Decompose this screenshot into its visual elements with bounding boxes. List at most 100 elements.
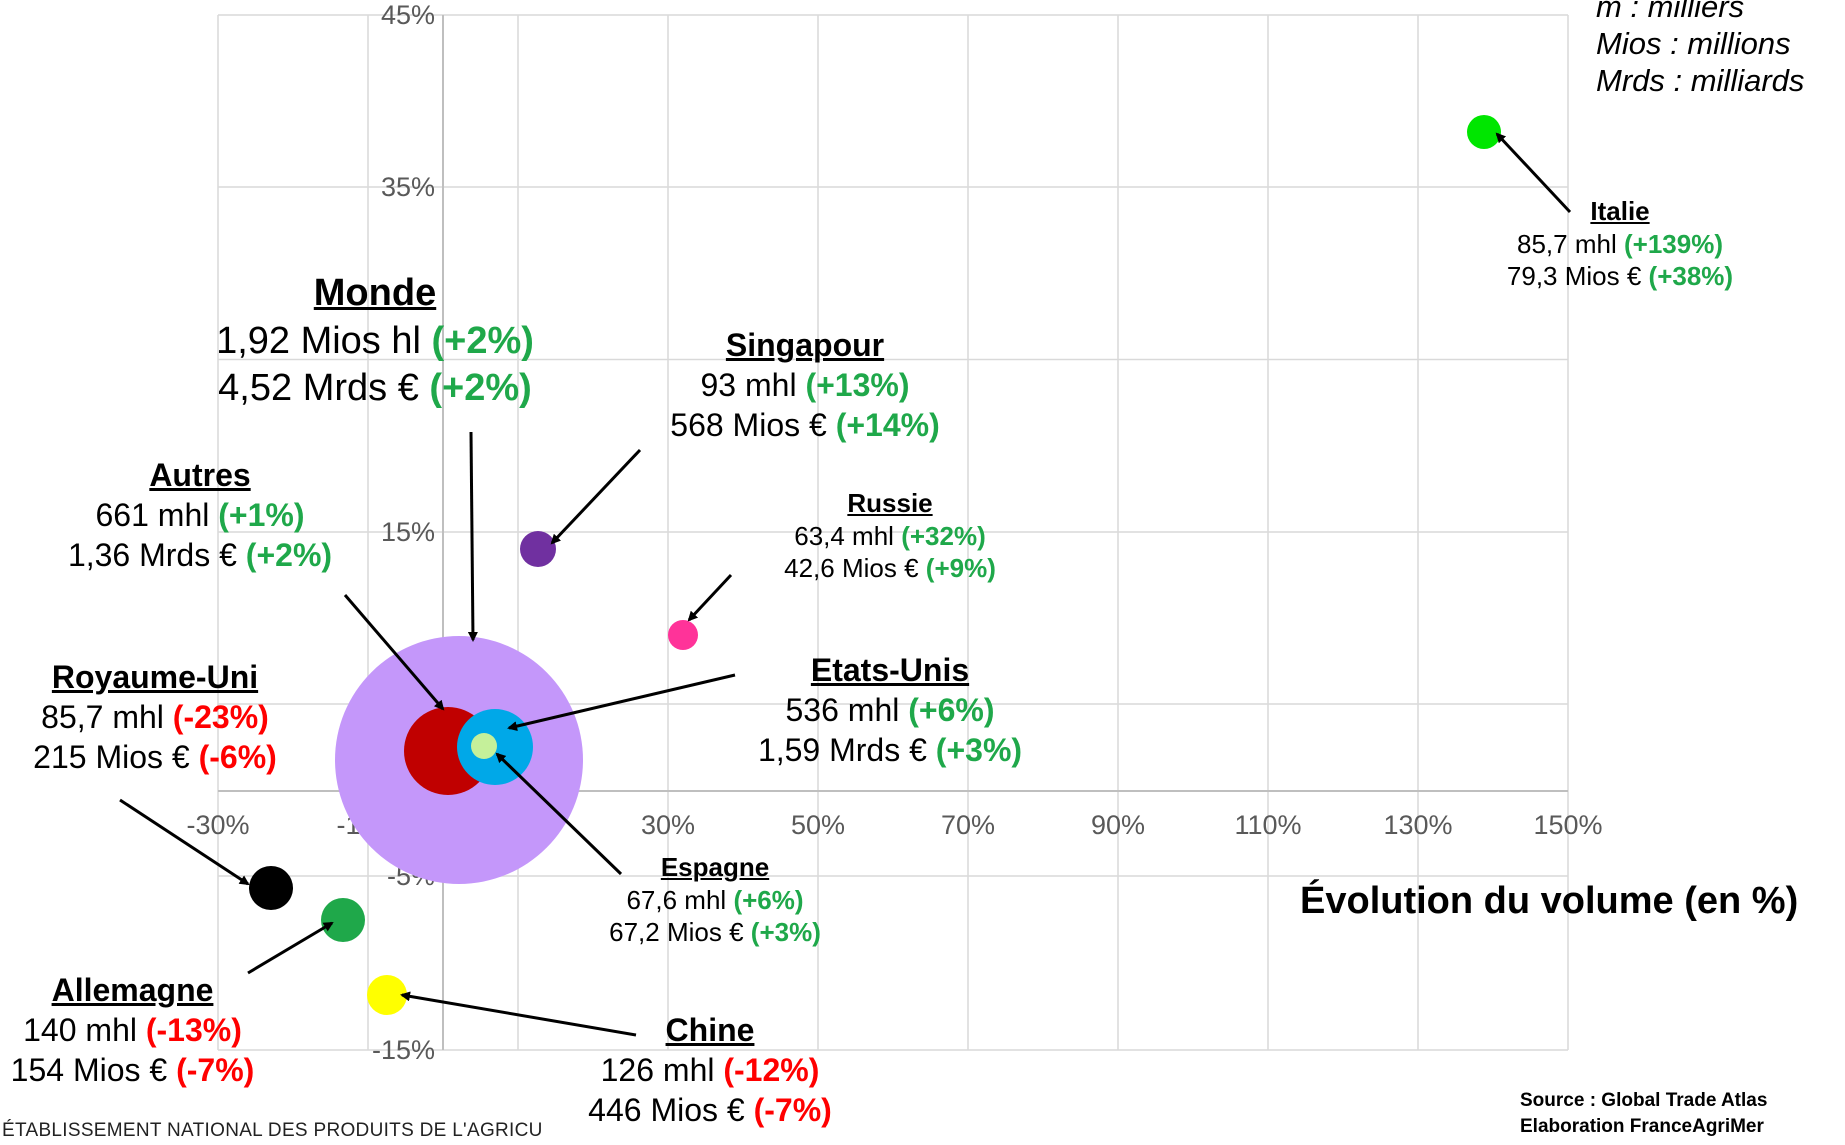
volume: 63,4 mhl [794,520,894,551]
value-change: (+14%) [835,407,940,443]
arrow-etats-unis [507,673,736,732]
annotation-allemagne: Allemagne 140 mhl (-13%) 154 Mios € (-7%… [0,970,265,1090]
arrow-espagne [495,752,623,876]
value: 4,52 Mrds € [218,367,419,409]
value-change: (-7%) [176,1052,255,1088]
value: 79,3 Mios € [1506,261,1642,291]
value-change: (-7%) [753,1092,832,1128]
annotation-espagne: Espagne 67,6 mhl (+6%) 67,2 Mios € (+3%) [570,851,860,949]
country-name: Royaume-Uni [51,659,259,695]
bubble-singapour [520,531,556,567]
bubble-royaume-uni [249,866,293,910]
bubble-russie [668,620,698,650]
value: 568 Mios € [670,407,827,443]
footer-banner: ÉTABLISSEMENT NATIONAL DES PRODUITS DE L… [2,1120,543,1141]
arrow-singapour [550,448,642,545]
value-change: (+38%) [1648,261,1734,291]
country-name: Italie [1590,196,1650,226]
bubble-chine [367,975,407,1015]
annotation-singapour: Singapour 93 mhl (+13%) 568 Mios € (+14%… [640,325,970,445]
y-tick-label: 35% [381,172,435,202]
volume: 85,7 mhl [41,699,164,735]
value: 154 Mios € [10,1052,168,1088]
country-name: Espagne [660,852,770,882]
volume-change: (+32%) [901,520,986,551]
country-name: Chine [665,1012,755,1048]
value: 446 Mios € [588,1092,745,1128]
value: 215 Mios € [33,739,190,775]
volume: 140 mhl [23,1012,137,1048]
x-tick-label: 130% [1383,810,1452,840]
volume: 1,92 Mios hl [216,319,421,362]
units-legend: m : milliers Mios : millions Mrds : mill… [1596,0,1804,99]
arrow-chine [400,991,637,1037]
legend-entry: Mios : millions [1596,26,1791,61]
volume: 85,7 mhl [1517,228,1617,259]
volume: 67,6 mhl [626,884,727,915]
value-change: (+3%) [935,732,1023,768]
value-change: (+9%) [925,553,996,583]
bubble-espagne [471,733,497,759]
x-axis-title: Évolution du volume (en %) [1300,880,1799,922]
volume: 93 mhl [700,367,797,403]
volume: 536 mhl [785,692,900,728]
x-tick-label: 110% [1234,810,1301,840]
volume-change: (+2%) [431,319,534,362]
arrow-italie [1495,132,1572,214]
volume-change: (-12%) [723,1052,820,1088]
value: 42,6 Mios € [784,553,919,583]
arrow-royaume-uni [119,798,250,886]
x-tick-label: 50% [791,810,845,840]
annotation-etats-unis: Etats-Unis 536 mhl (+6%) 1,59 Mrds € (+3… [720,650,1060,770]
arrow-russie [687,573,733,622]
y-tick-label: 45% [381,0,435,30]
x-tick-label: 70% [941,810,995,840]
arrow-monde [467,431,478,642]
legend-entry: Mrds : milliards [1596,63,1805,98]
credit-line: Elaboration FranceAgriMer [1520,1116,1764,1137]
arrow-autres [343,594,445,711]
value: 1,59 Mrds € [757,732,927,768]
value: 67,2 Mios € [609,917,744,947]
volume: 126 mhl [600,1052,715,1088]
annotation-chine: Chine 126 mhl (-12%) 446 Mios € (-7%) [560,1010,860,1130]
value-change: (+3%) [750,917,821,947]
annotation-royaume-uni: Royaume-Uni 85,7 mhl (-23%) 215 Mios € (… [0,657,310,777]
value-change: (+2%) [245,537,333,573]
country-name: Etats-Unis [810,652,970,688]
volume: 661 mhl [95,497,210,533]
bubble-italie [1467,115,1501,149]
volume-change: (+6%) [908,692,995,728]
country-name: Russie [847,488,933,518]
source-note: Source : Global Trade Atlas Elaboration … [1520,1088,1767,1140]
country-name: Singapour [725,327,885,363]
volume-change: (+1%) [218,497,305,533]
bubble-allemagne [321,898,365,942]
country-name: Autres [149,457,251,493]
volume-change: (-13%) [145,1012,242,1048]
annotation-russie: Russie 63,4 mhl (+32%) 42,6 Mios € (+9%) [750,487,1030,585]
legend-entry: m : milliers [1596,0,1745,24]
country-name: Allemagne [51,972,214,1008]
x-tick-label: 30% [641,810,695,840]
x-tick-label: 150% [1533,810,1602,840]
y-tick-label: 15% [381,517,435,547]
x-tick-label: -30% [186,810,249,840]
volume-change: (-23%) [172,699,269,735]
volume-change: (+6%) [733,884,804,915]
value: 1,36 Mrds € [67,537,237,573]
x-tick-label: 90% [1091,810,1145,840]
country-name: Monde [313,272,437,314]
volume-change: (+13%) [805,367,910,403]
callout-arrows [119,132,1572,1037]
arrow-allemagne [247,921,334,975]
annotation-italie: Italie 85,7 mhl (+139%) 79,3 Mios € (+38… [1470,195,1770,293]
y-tick-label: -15% [372,1035,435,1065]
volume-change: (+139%) [1623,228,1723,259]
annotation-monde: Monde 1,92 Mios hl (+2%) 4,52 Mrds € (+2… [185,270,565,413]
value-change: (-6%) [198,739,277,775]
value-change: (+2%) [429,367,532,409]
source-line: Source : Global Trade Atlas [1520,1090,1768,1111]
annotation-autres: Autres 661 mhl (+1%) 1,36 Mrds € (+2%) [40,455,360,575]
